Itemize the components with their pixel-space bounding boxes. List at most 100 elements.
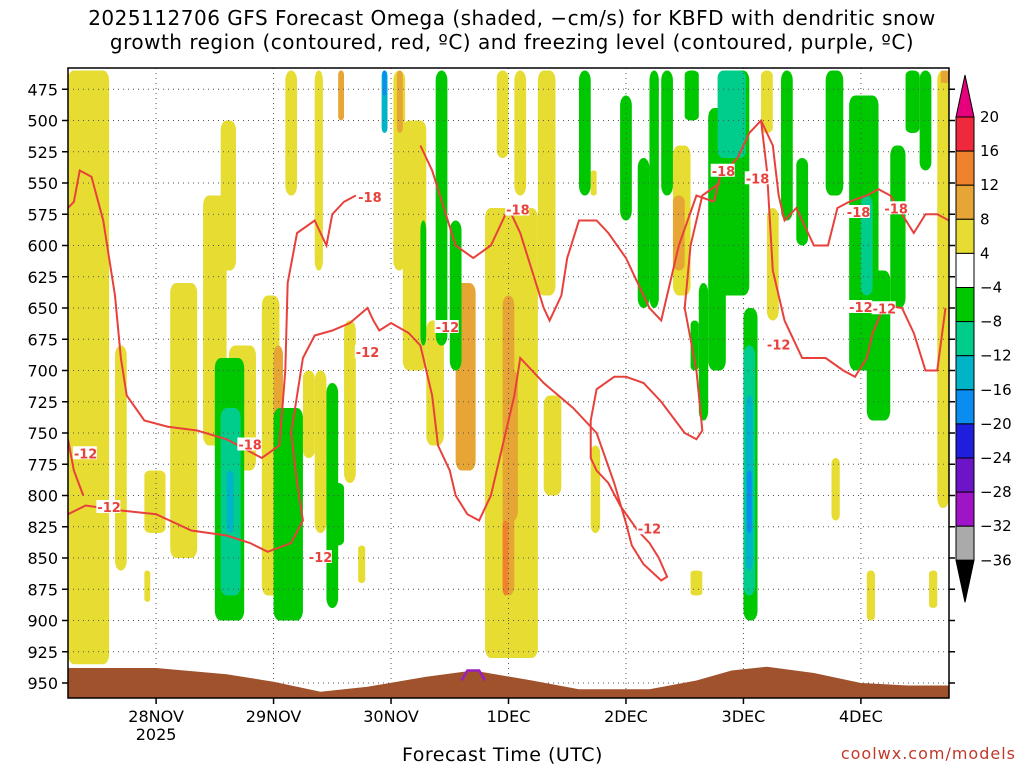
omega-region: [314, 70, 323, 271]
contour-label: -18: [358, 191, 382, 206]
dgz-contour: [713, 118, 949, 247]
colorbar-label: −24: [980, 449, 1012, 467]
contour-label: -18: [712, 165, 736, 180]
omega-region: [144, 470, 166, 533]
contour-label-bg: [636, 521, 661, 535]
colorbar-bin: [955, 355, 975, 391]
colorbar-bin: [955, 491, 975, 527]
y-tick-label: 550: [27, 174, 58, 193]
omega-region: [825, 70, 844, 196]
omega-shading: [68, 70, 949, 665]
colorbar-label: −16: [980, 381, 1012, 399]
omega-region: [796, 158, 809, 246]
omega-region: [919, 70, 932, 171]
omega-region: [543, 395, 562, 496]
omega-region: [420, 220, 427, 346]
omega-region: [358, 545, 366, 583]
contour-label-bg: [765, 337, 790, 351]
contour-label-bg: [434, 320, 459, 333]
contour-label: -18: [847, 206, 871, 221]
omega-region: [285, 70, 298, 196]
contour-label: -12: [74, 447, 98, 462]
omega-region: [937, 70, 949, 508]
colorbar: 20 16 12 8 4 −4 −8 −12 −16 −20 −24 −28 −32 −36: [955, 74, 1012, 603]
omega-region: [684, 70, 699, 121]
omega-region: [502, 520, 509, 596]
contour-label: -12: [309, 551, 333, 566]
colorbar-label: −20: [980, 415, 1012, 433]
colorbar-bin: [955, 150, 975, 186]
colorbar-bin: [955, 389, 975, 425]
omega-region: [426, 320, 444, 446]
y-tick-label: 875: [27, 580, 58, 599]
colorbar-bin: [955, 184, 975, 220]
omega-region: [866, 570, 875, 621]
dgz-contour: [68, 168, 357, 460]
contour-label: -12: [436, 321, 460, 336]
contour-label-bg: [883, 201, 908, 215]
y-tick-label: 950: [27, 674, 58, 693]
freezing-level-contours: [460, 669, 487, 682]
colorbar-label: −28: [980, 483, 1012, 501]
contour-label-bg: [845, 205, 870, 218]
omega-region: [761, 70, 773, 133]
contour-label-bg: [357, 190, 382, 203]
omega-region: [590, 445, 601, 533]
omega-region: [338, 70, 345, 121]
x-axis-title: Forecast Time (UTC): [402, 744, 603, 766]
contour-label-bg: [96, 500, 121, 513]
omega-region: [344, 320, 356, 483]
y-tick-label: 900: [27, 612, 58, 631]
y-tick-label: 725: [27, 393, 58, 412]
contour-label: -18: [238, 439, 262, 454]
chart-title-line-1: 2025112706 GFS Forecast Omega (shaded, −…: [88, 6, 936, 30]
contour-label: -18: [506, 204, 529, 219]
omega-region: [578, 70, 591, 196]
colorbar-label: 12: [980, 176, 999, 194]
omega-region: [220, 120, 236, 271]
credit-text: coolwx.com/models: [840, 744, 1016, 763]
colorbar-bin: [955, 218, 975, 254]
colorbar-bin: [955, 423, 975, 459]
contour-label: -12: [873, 302, 897, 317]
colorbar-bin: [955, 287, 975, 323]
y-tick-label: 675: [27, 330, 58, 349]
x-tick-label: 30NOV: [363, 707, 419, 726]
dgz-contour: [760, 120, 947, 379]
colorbar-over-triangle: [955, 74, 975, 118]
contour-label: -18: [746, 172, 770, 187]
omega-region: [637, 158, 650, 308]
y-tick-label: 475: [27, 80, 58, 99]
colorbar-label: −32: [980, 517, 1012, 535]
y-tick-label: 500: [27, 112, 58, 131]
contour-label-bg: [848, 300, 873, 313]
contour-label: -12: [356, 346, 380, 361]
y-tick-label: 925: [27, 643, 58, 662]
omega-region: [831, 458, 840, 521]
x-tick-label: 2DEC: [604, 707, 648, 726]
omega-region: [314, 370, 327, 533]
omega-region: [170, 283, 198, 558]
omega-region: [690, 570, 703, 596]
omega-region: [332, 483, 345, 546]
contour-labels: -18-12-18-12-12-18-12-18-12-18-12-18-12-…: [72, 163, 908, 566]
colorbar-label: −8: [980, 313, 1002, 331]
y-tick-label: 600: [27, 237, 58, 256]
contour-label: -18: [884, 202, 908, 217]
omega-region: [940, 70, 949, 83]
omega-region: [905, 70, 920, 133]
y-tick-label: 575: [27, 205, 58, 224]
y-tick-label: 650: [27, 299, 58, 318]
dgz-contour: [68, 439, 85, 496]
contour-label: -12: [638, 522, 662, 537]
omega-region: [672, 195, 685, 271]
y-tick-label: 700: [27, 362, 58, 381]
x-axis: 28NOV 29NOV 30NOV 1DEC 2DEC 3DEC 4DEC 2025: [128, 698, 883, 744]
x-tick-label: 3DEC: [722, 707, 766, 726]
y-axis: 475 500 525 550 575 600 625 650 675 700 725 750 775 8…: [27, 80, 955, 693]
omega-region: [396, 70, 403, 133]
contour-label-bg: [505, 202, 530, 216]
colorbar-label: −36: [980, 551, 1012, 569]
omega-region: [890, 145, 906, 308]
omega-region: [508, 370, 518, 521]
